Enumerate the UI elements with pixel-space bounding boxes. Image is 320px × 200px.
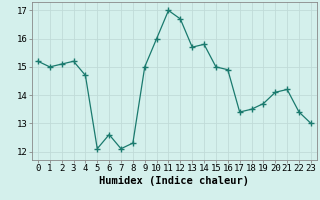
X-axis label: Humidex (Indice chaleur): Humidex (Indice chaleur) (100, 176, 249, 186)
